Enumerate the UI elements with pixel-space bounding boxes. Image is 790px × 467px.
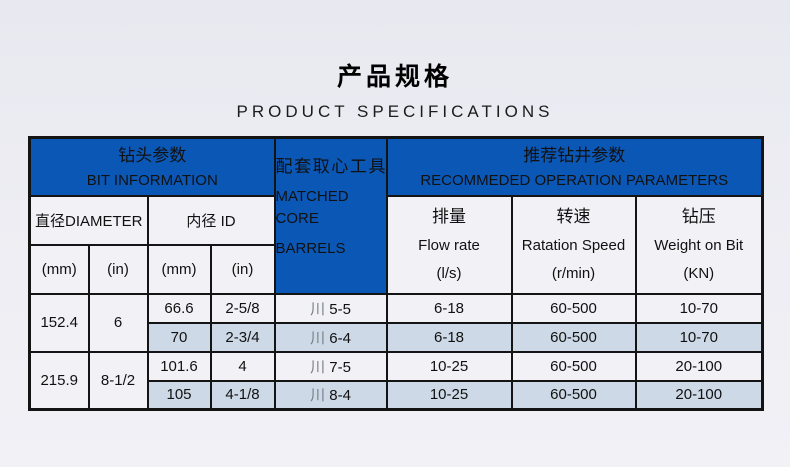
cell-flow: 6-18	[385, 321, 513, 353]
barrel-prefix: 川	[310, 387, 326, 405]
cell-speed: 60-500	[510, 379, 637, 411]
table-row: 215.9 8-1/2 101.6 4 川 7-5 10-25 60-500 2…	[28, 350, 764, 411]
weight-on-bit-unit: (KN)	[683, 264, 715, 282]
barrel-prefix: 川	[310, 329, 326, 347]
header-matched-core-barrels: 配套取心工具 MATCHED CORE BARRELS	[273, 136, 388, 295]
cell-id-in: 2-3/4	[209, 321, 276, 353]
cell-id-mm: 101.6	[146, 350, 212, 382]
cell-diameter-mm: 215.9	[28, 350, 90, 411]
header-operation-parameters: 推荐钻井参数 RECOMMEDED OPERATION PARAMETERS	[385, 136, 764, 197]
cell-id-mm: 105	[146, 379, 212, 411]
header-matched-zh: 配套取心工具	[275, 157, 386, 176]
cell-wob: 10-70	[634, 321, 764, 353]
unit-id-in: (in)	[209, 243, 276, 295]
barrel-number: 5-5	[329, 300, 351, 318]
cell-wob: 20-100	[634, 350, 764, 382]
subheader-diameter: 直径DIAMETER	[28, 194, 149, 246]
cell-wob: 10-70	[634, 292, 764, 324]
subheader-rotation-speed: 转速 Ratation Speed (r/min)	[510, 194, 637, 295]
table-row: 70 2-3/4 川 6-4 6-18 60-500 10-70	[30, 321, 764, 353]
cell-flow: 10-25	[385, 379, 513, 411]
cell-flow: 10-25	[385, 350, 513, 382]
header-bit-information-zh: 钻头参数	[118, 146, 187, 166]
cell-speed: 60-500	[510, 292, 637, 324]
cell-diameter-in: 6	[87, 292, 149, 353]
cell-barrel: 川 6-4	[273, 321, 388, 353]
subheader-flow-rate: 排量 Flow rate (l/s)	[385, 194, 513, 295]
cell-wob: 20-100	[634, 379, 764, 411]
cell-barrel: 川 7-5	[273, 350, 388, 382]
page-subtitle: PRODUCT SPECIFICATIONS	[236, 102, 554, 121]
cell-id-mm: 70	[146, 321, 212, 353]
header-matched-en1: MATCHED CORE	[275, 188, 349, 227]
header-bit-information: 钻头参数 BIT INFORMATION	[28, 136, 276, 197]
barrel-number: 8-4	[329, 387, 351, 405]
unit-id-mm: (mm)	[146, 243, 212, 295]
flow-rate-zh: 排量	[432, 206, 466, 226]
flow-rate-en: Flow rate	[418, 236, 480, 254]
table-row: 105 4-1/8 川 8-4 10-25 60-500 20-100	[30, 379, 764, 411]
header-operation-zh: 推荐钻井参数	[523, 146, 626, 166]
flow-rate-unit: (l/s)	[436, 264, 462, 282]
cell-barrel: 川 5-5	[273, 292, 388, 324]
cell-id-in: 2-5/8	[209, 292, 276, 324]
barrel-number: 7-5	[329, 358, 351, 376]
cell-diameter-in: 8-1/2	[87, 350, 149, 411]
specifications-table: 钻头参数 BIT INFORMATION 配套取心工具 MATCHED CORE…	[28, 136, 764, 411]
barrel-number: 6-4	[329, 329, 351, 347]
cell-speed: 60-500	[510, 321, 637, 353]
rotation-speed-zh: 转速	[556, 206, 591, 226]
subheader-inner-diameter: 内径 ID	[146, 194, 276, 246]
cell-id-mm: 66.6	[146, 292, 212, 324]
cell-diameter-mm: 152.4	[28, 292, 90, 353]
title-block: 产品规格 PRODUCT SPECIFICATIONS	[0, 0, 790, 122]
unit-diameter-mm: (mm)	[28, 243, 90, 295]
cell-flow: 6-18	[385, 292, 513, 324]
header-operation-en: RECOMMEDED OPERATION PARAMETERS	[420, 172, 729, 190]
cell-speed: 60-500	[510, 350, 637, 382]
cell-barrel: 川 8-4	[273, 379, 388, 411]
barrel-prefix: 川	[310, 300, 326, 318]
weight-on-bit-en: Weight on Bit	[654, 236, 744, 254]
header-bit-information-en: BIT INFORMATION	[86, 172, 218, 190]
cell-id-in: 4	[209, 350, 276, 382]
weight-on-bit-zh: 钻压	[681, 206, 716, 226]
rotation-speed-en: Ratation Speed	[521, 236, 626, 254]
subheader-weight-on-bit: 钻压 Weight on Bit (KN)	[634, 194, 764, 295]
cell-id-in: 4-1/8	[209, 379, 276, 411]
header-matched-en2: BARRELS	[275, 240, 346, 257]
page-title: 产品规格	[336, 63, 453, 91]
unit-diameter-in: (in)	[87, 243, 149, 295]
table-row: 152.4 6 66.6 2-5/8 川 5-5 6-18 60-500 10-…	[28, 292, 764, 353]
rotation-speed-unit: (r/min)	[551, 264, 596, 282]
barrel-prefix: 川	[310, 358, 326, 376]
